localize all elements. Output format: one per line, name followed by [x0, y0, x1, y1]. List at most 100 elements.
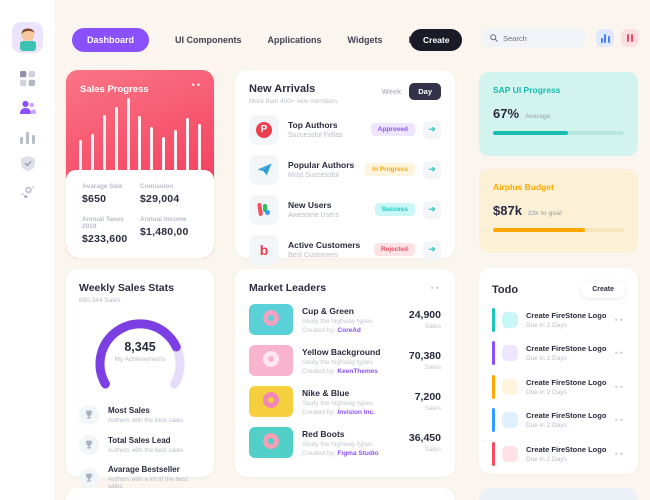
weekly-list-item: Avarage Bestseller Authors with a lot of … [79, 465, 201, 490]
gauge-value: 8,345 [124, 340, 156, 354]
todo-text: Create FireStone Logo Due in 2 Days [526, 378, 615, 396]
todo-item-due: Due in 2 Days [526, 321, 567, 329]
users-icon[interactable] [19, 99, 36, 116]
market-leader-row: Red Boots Study the highway types Created … [249, 427, 441, 458]
sales-value: 36,450 Sales [409, 432, 441, 453]
arrow-right-button[interactable]: ➔ [423, 240, 441, 259]
product-thumbnail [249, 386, 293, 417]
arrow-right-button[interactable]: ➔ [423, 120, 441, 139]
sales-bar [79, 139, 82, 171]
shield-check-icon[interactable] [19, 155, 36, 172]
product-name: Red Boots [302, 428, 345, 439]
grid-icon[interactable] [19, 70, 36, 87]
weekly-sales-title: Weekly Sales Stats [79, 282, 174, 294]
todo-color-bar [492, 408, 495, 432]
product-name: Cup & Green [302, 305, 354, 316]
weekly-item-subtitle: Authors with the best sales [108, 417, 184, 424]
sap-progress-title: SAP UI Progress [493, 85, 561, 95]
settings-icon[interactable] [19, 183, 36, 200]
arrow-right-button[interactable]: ➔ [423, 200, 441, 219]
todo-item-menu[interactable]: •• [614, 348, 625, 358]
chart-bars-icon[interactable] [19, 128, 36, 145]
user-avatar[interactable] [12, 22, 43, 53]
toggle-week[interactable]: Week [381, 87, 402, 96]
tab-dashboard[interactable]: Dashboard [72, 28, 150, 52]
create-button[interactable]: Create [410, 29, 463, 51]
top-nav: Dashboard UI Components Applications Wid… [72, 28, 442, 52]
avatar-illustration [19, 28, 36, 51]
creator-link[interactable]: Invision Inc. [337, 408, 375, 416]
todo-item-menu[interactable]: •• [614, 415, 625, 425]
product-created-by: Created by: Invision Inc. [302, 408, 375, 416]
telegram-logo [257, 163, 271, 176]
arrow-right-button[interactable]: ➔ [423, 160, 441, 179]
weekly-sales-subtitle: 890,344 Sales [79, 297, 121, 304]
creator-link[interactable]: Figma Studio [337, 449, 379, 457]
pause-button[interactable] [621, 29, 639, 47]
stat-value: $233,600 [82, 233, 128, 245]
status-badge: Rejected [373, 243, 415, 256]
tab-widgets[interactable]: Widgets [347, 35, 383, 45]
stat-value: $29,004 [140, 193, 180, 205]
product-description: Study the highway types [302, 317, 373, 325]
weekly-item-title: Most Sales [108, 406, 150, 415]
todo-item-title: Create FireStone Logo [526, 344, 607, 353]
tab-applications[interactable]: Applications [267, 35, 322, 45]
sales-bar [114, 107, 118, 171]
sales-stat: Avarage Sale $650 [82, 183, 140, 205]
toggle-day[interactable]: Day [409, 83, 441, 100]
weekly-list-item: Most Sales Authors with the best sales [79, 405, 201, 425]
weekly-item-subtitle: Authors with a lot of the best sales [108, 476, 188, 490]
market-leaders-menu[interactable]: •• [430, 283, 441, 293]
stat-value: $650 [82, 193, 107, 205]
trophy-icon-circle [79, 405, 99, 425]
todo-text: Create FireStone Logo Due in 2 Days [526, 411, 615, 429]
market-leader-row: Nike & Blue Study the highway types Create… [249, 386, 441, 417]
status-badge: In Progress [365, 163, 415, 176]
search-icon [490, 34, 498, 42]
todo-create-button[interactable]: Create [581, 281, 625, 298]
sales-progress-menu[interactable]: •• [191, 80, 202, 90]
weekly-item-title: Avarage Bestseller [108, 465, 180, 474]
weekly-item-subtitle: Authors with the best sales [108, 447, 184, 454]
product-created-by: Created by: KeenThemes [302, 367, 378, 375]
stats-button[interactable] [596, 29, 614, 47]
todo-text: Create FireStone Logo Due in 2 Days [526, 311, 615, 329]
todo-item-due: Due in 2 Days [526, 422, 567, 429]
search-input[interactable] [503, 33, 573, 43]
todo-item-menu[interactable]: •• [614, 448, 625, 459]
todo-color-bar [492, 307, 495, 332]
stat-label: Avarage Sale [82, 183, 123, 190]
todo-item-due: Due in 2 Days [526, 455, 567, 463]
airplus-budget-value: $87k [493, 203, 522, 218]
search-box[interactable] [482, 29, 586, 47]
todo-color-square [502, 345, 518, 361]
sales-value: 7,200 Sales [415, 391, 441, 412]
sales-number: 24,900 [408, 309, 441, 321]
todo-title: Todo [492, 283, 519, 296]
trophy-icon [85, 440, 93, 449]
sales-unit: Sales [424, 364, 441, 371]
todo-item-menu[interactable]: •• [614, 314, 625, 325]
creator-link[interactable]: KeenThemes [337, 367, 378, 375]
sales-stats-panel: Avarage Sale $650 Comission $29,004 Annual T… [66, 170, 214, 258]
sap-progress-bar [493, 131, 624, 135]
arrival-row: P Top Authors Successful Fellas Approved ➔ [249, 114, 441, 145]
todo-text: Create FireStone Logo Due in 2 Days [526, 445, 615, 463]
arrival-logo-box [249, 194, 279, 225]
new-arrivals-title: New Arrivals [249, 83, 316, 95]
product-name: Nike & Blue [302, 387, 350, 398]
product-description: Study the highway types [302, 440, 373, 448]
bottom-card-left [66, 488, 455, 500]
weekly-item-text: Avarage Bestseller Authors with a lot of … [108, 465, 201, 490]
airplus-budget-label: 23k to goal [527, 210, 562, 217]
arrival-text: Top Authors Successful Fellas [288, 120, 371, 139]
todo-color-square [502, 311, 518, 328]
market-leaders-card: Market Leaders •• Cup & Green Study the h… [235, 269, 455, 477]
status-badge: Approved [370, 123, 415, 136]
creator-link[interactable]: CoreAd [337, 326, 361, 334]
tab-ui-components[interactable]: UI Components [175, 35, 242, 45]
new-arrivals-subtitle: More than 400+ new members [249, 98, 338, 105]
sap-progress-label: Avarage [525, 113, 551, 120]
todo-item-menu[interactable]: •• [614, 381, 625, 392]
